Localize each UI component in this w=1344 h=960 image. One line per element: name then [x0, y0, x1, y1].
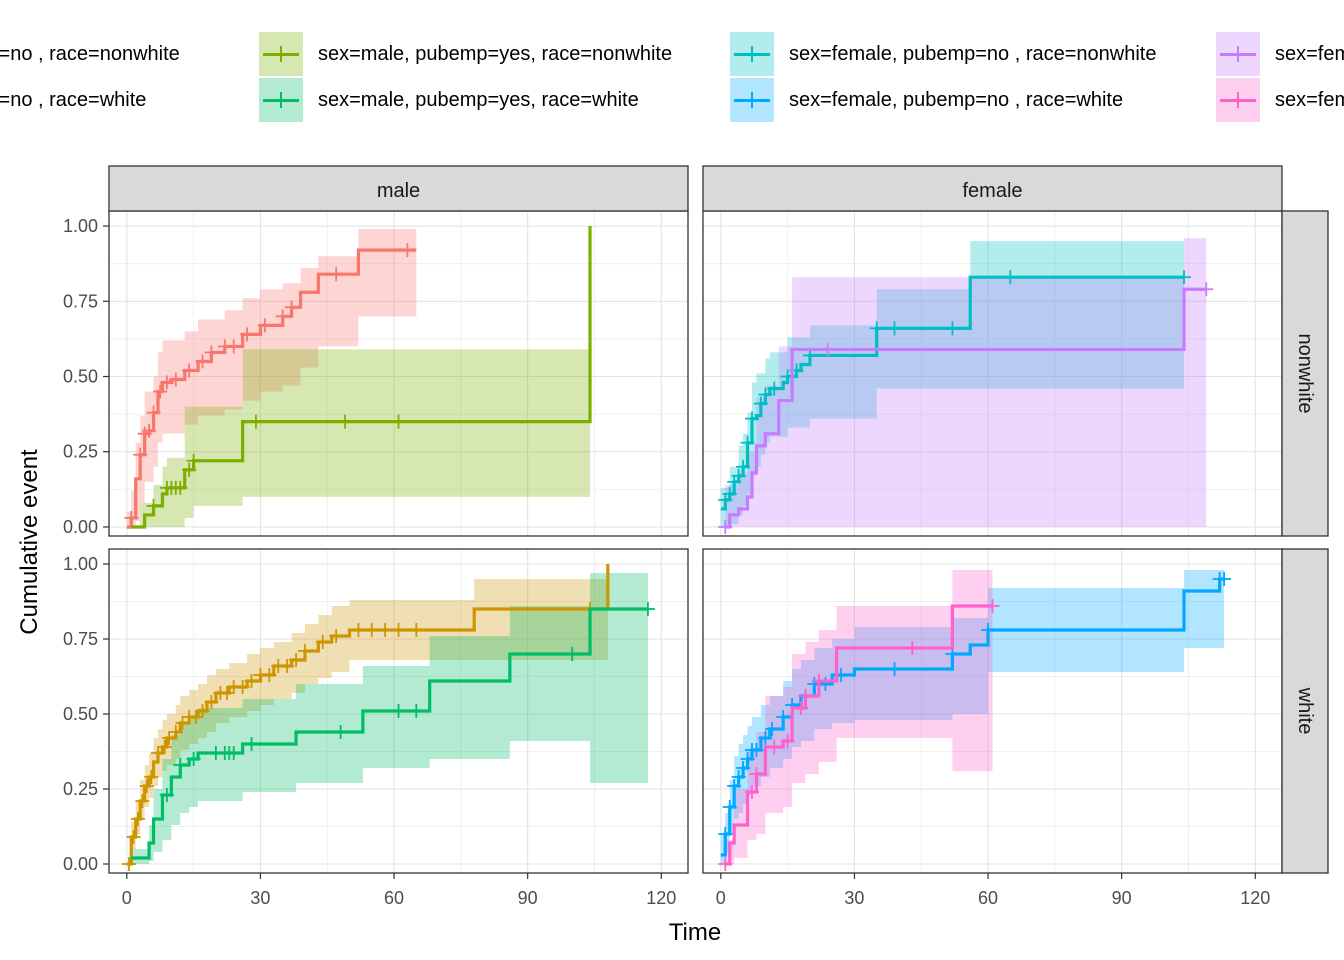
y-axis-title: Cumulative event	[16, 449, 43, 635]
legend-label: sex=female, pubemp=yes, race=white	[1275, 89, 1344, 111]
confidence-band	[720, 241, 1185, 527]
legend-label: sex=male, pubemp=no , race=white	[0, 89, 147, 111]
facet-strip-label: nonwhite	[1294, 333, 1316, 413]
legend-key	[1216, 78, 1260, 122]
x-tick-label: 120	[1240, 888, 1270, 908]
series-line	[131, 607, 648, 860]
x-tick-label: 90	[518, 888, 538, 908]
legend-label: sex=female, pubemp=yes, race=nonwhite	[1275, 43, 1344, 65]
x-tick-label: 0	[716, 888, 726, 908]
x-tick-label: 90	[1112, 888, 1132, 908]
x-tick-label: 30	[250, 888, 270, 908]
legend-label: sex=male, pubemp=yes, race=nonwhite	[318, 43, 673, 65]
facet-strip	[702, 165, 1283, 212]
legend: sex=male, pubemp=no , race=nonwhite sex=m…	[0, 0, 1344, 140]
y-tick-label: 1.00	[63, 216, 98, 236]
confidence-band	[126, 579, 608, 864]
legend-key	[259, 78, 303, 122]
y-tick-label: 0.75	[63, 629, 98, 649]
legend-key	[730, 78, 774, 122]
facet-strip	[1281, 210, 1329, 537]
legend-key	[730, 32, 774, 76]
x-tick-label: 60	[384, 888, 404, 908]
legend-key	[1216, 32, 1260, 76]
confidence-band	[126, 229, 417, 527]
facet-strip	[1281, 548, 1329, 874]
x-tick-label: 120	[646, 888, 676, 908]
confidence-band	[131, 573, 648, 864]
facet-strip-label: female	[962, 180, 1022, 202]
series-line	[725, 604, 993, 866]
confidence-band	[131, 349, 591, 527]
y-tick-label: 0.50	[63, 367, 98, 387]
x-tick-label: 30	[844, 888, 864, 908]
y-tick-label: 0.75	[63, 291, 98, 311]
facet-strip	[108, 165, 689, 212]
y-tick-label: 0.25	[63, 442, 98, 462]
y-tick-label: 0.00	[63, 854, 98, 874]
panel-border	[108, 548, 689, 874]
confidence-band	[720, 570, 1225, 864]
facet-strip-label: male	[377, 180, 420, 202]
panel-background	[703, 211, 1282, 536]
y-tick-label: 0.00	[63, 517, 98, 537]
legend-label: sex=female, pubemp=no , race=nonwhite	[789, 43, 1157, 65]
confidence-band	[725, 238, 1207, 527]
x-tick-label: 0	[122, 888, 132, 908]
series-line	[725, 287, 1207, 529]
facet-strip-label: white	[1294, 687, 1316, 735]
legend-label: sex=male, pubemp=yes, race=white	[318, 89, 639, 111]
y-tick-label: 0.25	[63, 779, 98, 799]
x-tick-label: 60	[978, 888, 998, 908]
x-axis-title: Time	[669, 919, 721, 946]
y-tick-label: 0.50	[63, 704, 98, 724]
y-tick-label: 1.00	[63, 554, 98, 574]
legend-label: sex=male, pubemp=no , race=nonwhite	[0, 43, 180, 65]
legend-key	[259, 32, 303, 76]
confidence-band	[725, 570, 993, 864]
legend-label: sex=female, pubemp=no , race=white	[789, 89, 1124, 111]
